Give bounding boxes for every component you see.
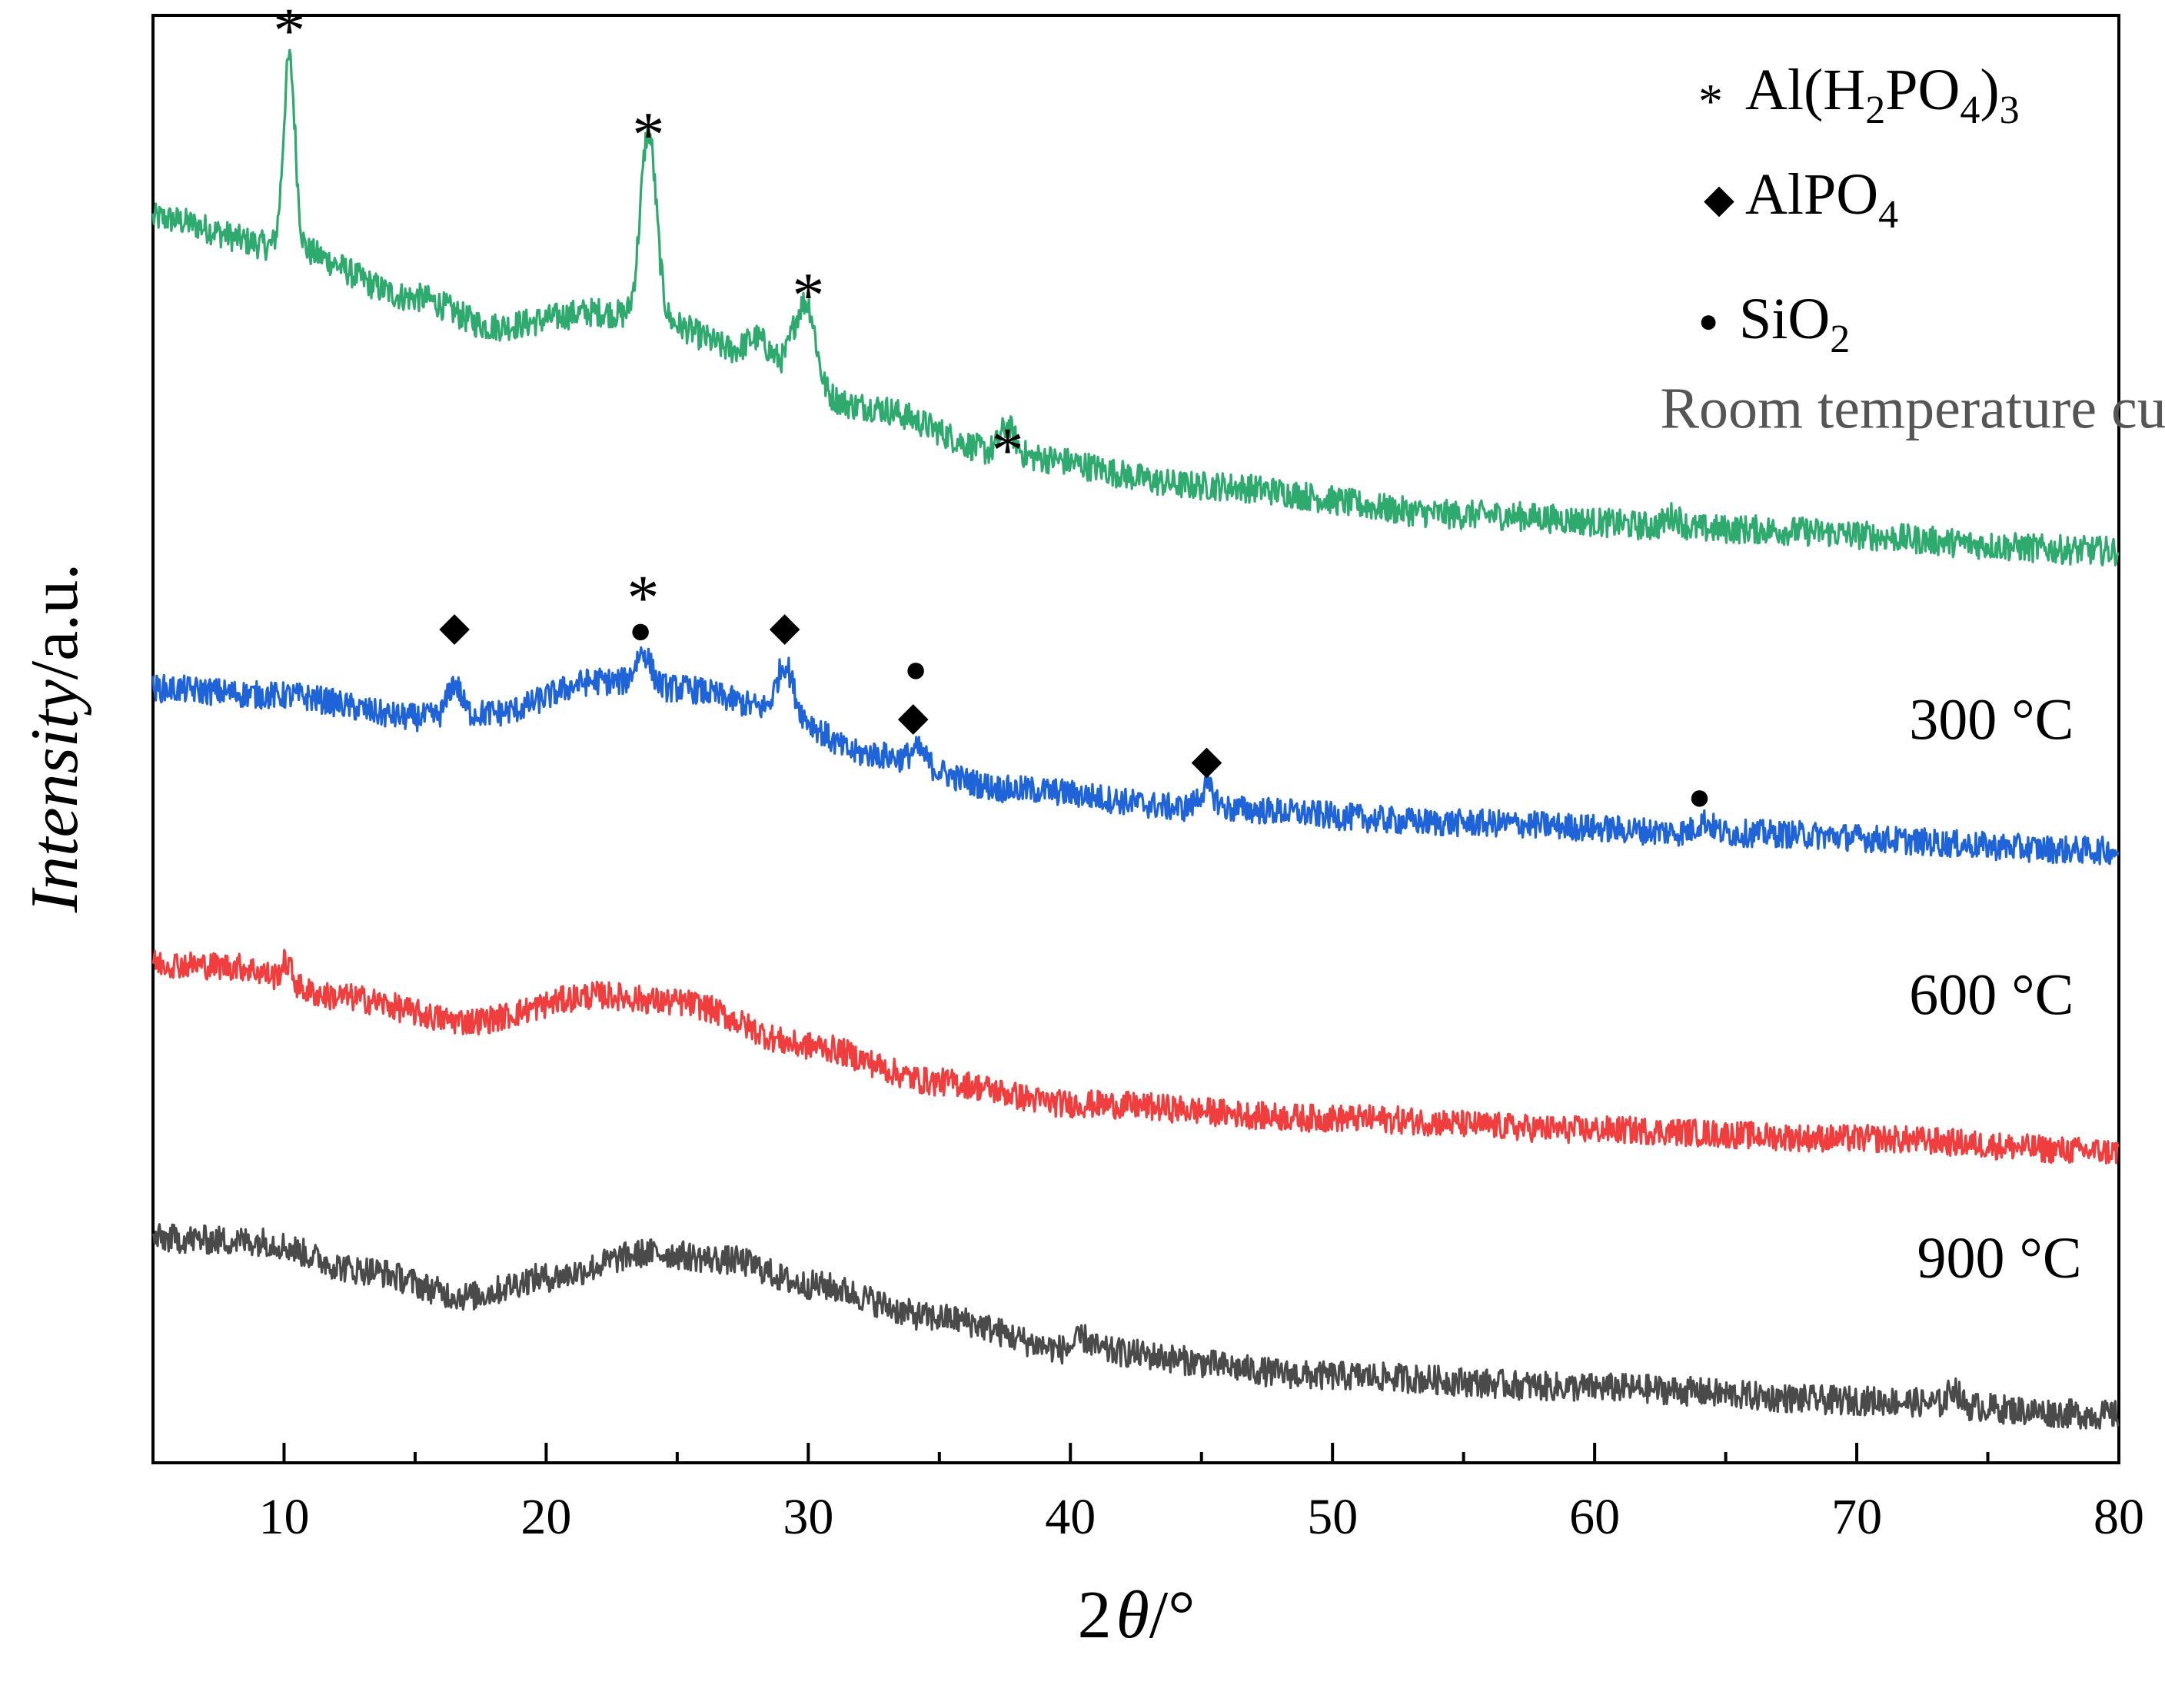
x-tick-label: 80 [2093,1489,2144,1545]
diamond-marker: ◆ [770,606,800,650]
x-tick-label: 20 [520,1489,571,1545]
x-tick-label: 10 [258,1489,309,1545]
y-axis-title: Intensity/a.u. [18,563,92,914]
legend-label-al-h2po4-3: Al(H2PO4)3 [1745,58,2020,132]
legend-label-sio2: SiO2 [1739,287,1850,361]
series-line-3 [151,1223,2120,1430]
series-label-3: 900 °C [1917,1226,2081,1291]
legend: * Al(H2PO4)3 ◆ AlPO4 ● SiO2 [1698,58,2020,361]
asterisk-marker: * [632,99,664,171]
diamond-marker: ◆ [1192,739,1222,783]
series-line-1 [151,646,2120,866]
circle-marker: ● [629,608,652,651]
x-tick-label: 70 [1831,1489,1882,1545]
x-tick-label: 30 [783,1489,833,1545]
legend-marker-diamond: ◆ [1704,178,1734,221]
series-label-2: 600 °C [1909,962,2074,1027]
x-tick-label: 40 [1045,1489,1096,1545]
x-ticks: 10 20 30 40 50 60 70 80 [151,1443,2144,1545]
series-line-2 [151,949,2120,1165]
circle-marker: ● [1688,775,1711,818]
x-tick-label: 50 [1307,1489,1358,1545]
legend-label-alpo4: AlPO4 [1745,162,1898,237]
series-label-1: 300 °C [1909,688,2074,753]
legend-marker-circle: ● [1698,302,1719,340]
circle-marker: ● [904,647,927,690]
asterisk-marker: * [627,563,660,634]
peak-annotations: *****●◆ ◆●◆◆● [273,0,1711,818]
series-layer [151,48,2120,1430]
diamond-marker: ◆ [898,695,929,739]
x-tick-label: 60 [1569,1489,1620,1545]
plot-frame [151,14,2120,1464]
series-line-0 [151,48,2120,567]
series-labels: Room temperature curve 300 °C 600 °C 900 °C [1660,377,2165,1291]
x-axis-title: 2θ/° [1078,1578,1196,1653]
diamond-marker: ◆ [439,606,470,650]
series-label-0: Room temperature curve [1660,377,2165,441]
asterisk-marker: * [273,0,305,66]
legend-marker-asterisk: * [1698,74,1723,128]
asterisk-marker: * [991,414,1023,486]
asterisk-marker: * [792,260,824,331]
